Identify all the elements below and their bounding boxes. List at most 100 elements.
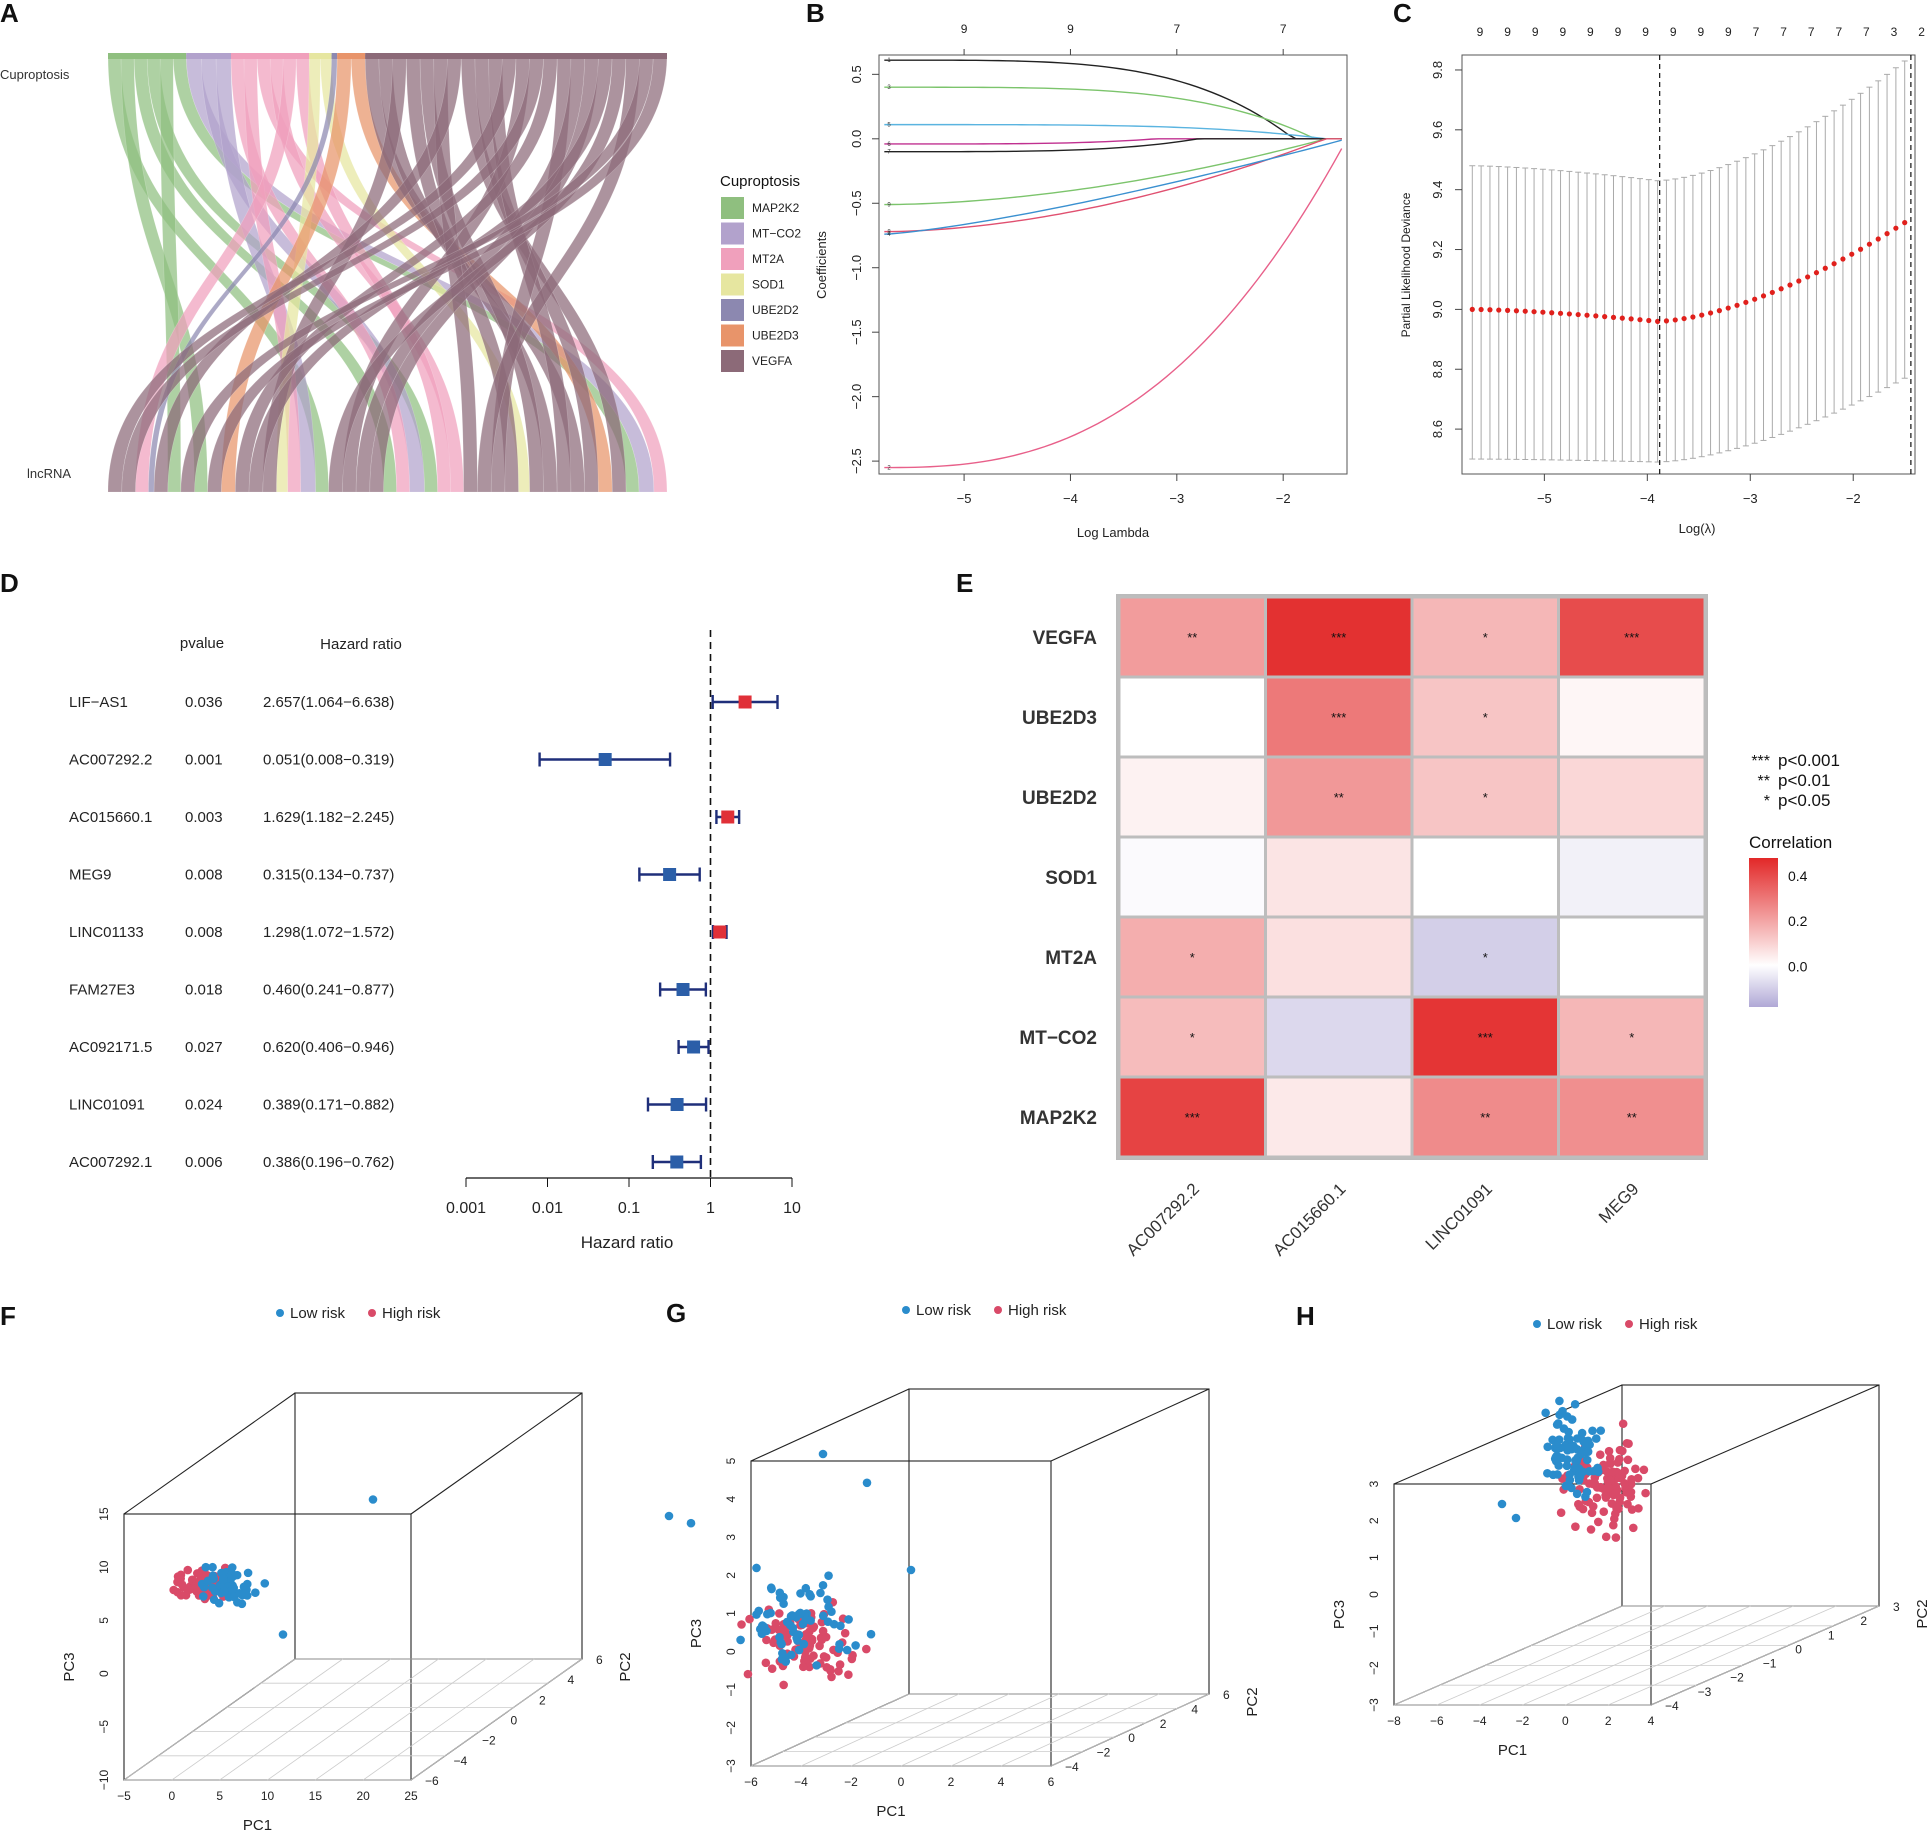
cv-mean-point [1796,278,1802,284]
z-axis-title: PC3 [61,1652,78,1681]
cv-mean-point [1655,318,1661,324]
low-risk-point [823,1617,833,1627]
low-risk-point [198,1592,208,1601]
legend-label: MT−CO2 [752,227,801,241]
y-tick-label: 9.2 [1430,240,1445,258]
forest-gene-label: AC015660.1 [69,809,152,826]
x-tick-label: −2 [1276,491,1291,506]
coef-line-label: 4 [887,232,891,238]
y-tick-label: 1 [1828,1628,1835,1642]
top-tick-label: 7 [1280,22,1287,36]
cv-mean-point [1840,256,1846,262]
heatmap-cell [1410,595,1560,679]
low-risk-point [227,1563,237,1572]
y-axis-title: Coefficients [814,231,829,299]
floor-grid [800,1693,960,1767]
high-risk-point [1587,1508,1597,1518]
low-risk-point [209,1595,219,1605]
low-risk-point [812,1661,821,1670]
coef-line-label: 7 [887,150,891,156]
high-risk-point [1574,1499,1583,1509]
high-risk-point [1608,1520,1618,1530]
x-tick-label: 4 [1648,1714,1655,1728]
z-tick-label: −5 [97,1720,111,1734]
low-risk-point [806,1592,816,1601]
low-risk-point [1567,1415,1577,1424]
cv-mean-point [1487,307,1493,313]
cv-mean-point [1902,220,1908,226]
high-risk-point [798,1662,808,1672]
heatmap-cell [1557,675,1707,759]
low-risk-point [766,1583,776,1593]
forest-hr-text: 1.298(1.072−1.572) [263,924,394,941]
coef-line-label: 1 [887,58,891,64]
heatmap-cell [1557,755,1707,839]
cv-mean-point [1540,309,1546,315]
y-tick-label: 2 [539,1693,546,1707]
heatmap-cell [1557,835,1707,919]
y-tick-label: −1.0 [849,255,864,281]
forest-hr-text: 0.051(0.008−0.319) [263,752,394,769]
low-risk-point [218,1575,228,1585]
panel-letter-b: B [806,0,825,28]
heatmap-cell [1264,835,1414,919]
legend-marker-low [1533,1320,1541,1328]
sankey-flow-mt2a [295,54,451,493]
x-tick-label: −3 [1169,491,1184,506]
z-tick-label: −10 [97,1769,111,1790]
panel-letter-e: E [956,568,973,598]
low-risk-point [866,1629,876,1639]
colorbar-title: Correlation [1749,833,1832,852]
low-risk-point [781,1653,790,1663]
cv-mean-point [1522,308,1528,314]
y-axis-title: PC2 [1244,1687,1261,1716]
y-tick-label: 9.6 [1430,121,1445,139]
floor-grid [750,1693,910,1767]
z-tick-label: 1 [724,1610,738,1617]
low-risk-point [775,1632,784,1642]
box-edge [1650,1384,1880,1485]
x-tick-label: −6 [1430,1714,1444,1728]
forest-gene-label: LIF−AS1 [69,694,128,711]
low-risk-point [801,1615,811,1625]
forest-hr-text: 0.620(0.406−0.946) [263,1039,394,1056]
high-risk-point [1611,1533,1621,1542]
sankey-node-top [186,53,231,59]
sankey-flow-mt2a [230,54,410,493]
cv-mean-point [1716,308,1722,314]
legend-swatch [721,299,744,321]
cv-mean-point [1531,309,1537,315]
low-risk-point [243,1568,253,1578]
z-tick-label: 10 [97,1560,111,1574]
high-risk-point [737,1620,746,1629]
low-risk-point [823,1595,832,1604]
low-risk-point [766,1608,775,1618]
legend-marker-low [276,1309,284,1317]
cv-mean-point [1760,293,1767,299]
forest-pvalue: 0.036 [185,694,223,711]
high-risk-point [1626,1487,1636,1497]
legend-low-risk: Low risk [1547,1316,1603,1333]
z-tick-label: 2 [724,1572,738,1579]
low-risk-point [219,1586,229,1596]
significance-stars: *** [1478,1030,1493,1045]
forest-point [721,810,735,824]
heatmap-col-label: LINC01091 [1422,1179,1496,1253]
z-tick-label: 3 [1367,1480,1381,1487]
y-tick-label: 9.4 [1430,181,1445,199]
heatmap-cell [1264,995,1414,1079]
significance-stars: ** [1627,1110,1637,1125]
top-tick-label: 7 [1173,22,1180,36]
high-risk-point [1628,1523,1638,1533]
cv-mean-point [1672,317,1678,323]
low-risk-point [1562,1461,1572,1471]
high-risk-point [819,1652,829,1661]
low-risk-point [786,1611,796,1621]
low-risk-point [752,1610,761,1619]
low-risk-point [278,1630,288,1639]
heatmap-cell [1557,1075,1707,1159]
cv-mean-point [1734,302,1740,308]
sig-legend-stars: ** [1758,773,1770,790]
high-risk-point [1601,1532,1611,1542]
